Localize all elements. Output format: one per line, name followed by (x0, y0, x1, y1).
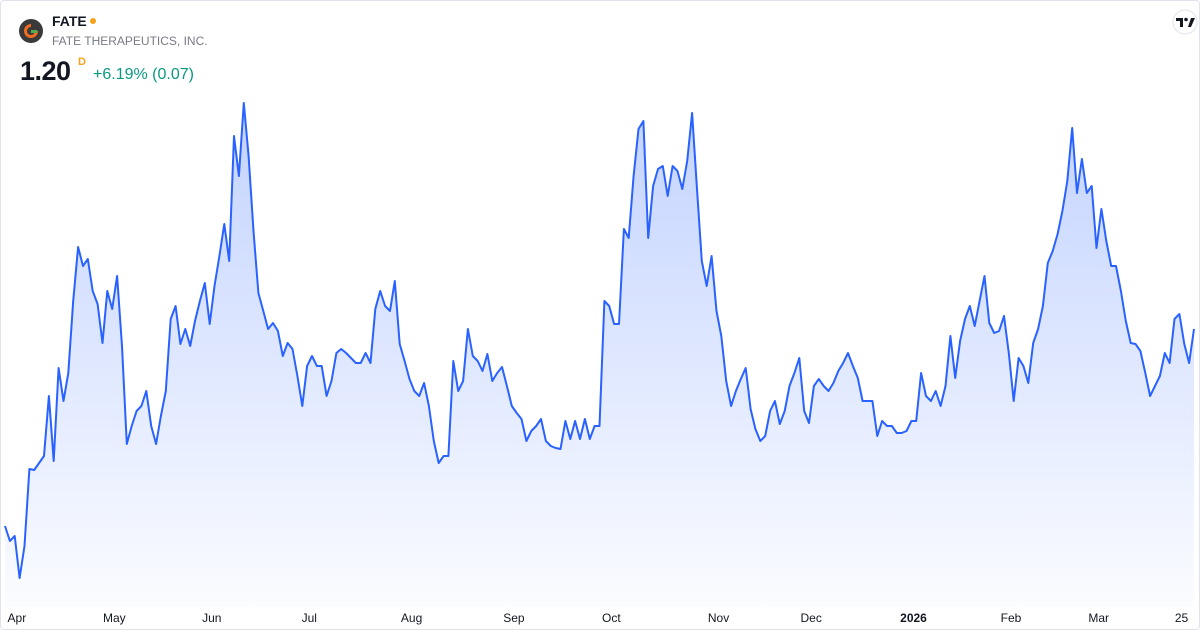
symbol: FATE (52, 13, 87, 29)
x-tick-label: Dec (800, 611, 821, 625)
x-tick-label: Jun (202, 611, 221, 625)
x-tick-label: Sep (503, 611, 525, 625)
x-tick-label: Mar (1088, 611, 1109, 625)
x-tick-label: May (103, 611, 126, 625)
x-tick-label: 2026 (900, 611, 927, 625)
x-tick-label: Apr (8, 611, 27, 625)
price-change: +6.19% (0.07) (93, 66, 194, 83)
market-status-dot (90, 18, 96, 24)
x-tick-label: Feb (1001, 611, 1022, 625)
x-tick-label: 25 (1175, 611, 1189, 625)
area-fill (5, 103, 1194, 607)
company-name: FATE THERAPEUTICS, INC. (52, 34, 208, 48)
x-tick-label: Aug (401, 611, 422, 625)
resolution: D (78, 56, 86, 68)
company-logo (19, 19, 43, 43)
last-price: 1.20 (20, 56, 71, 86)
x-tick-label: Jul (302, 611, 317, 625)
price-line (4, 102, 1195, 579)
tradingview-logo[interactable] (1171, 9, 1200, 35)
x-tick-label: Nov (708, 611, 729, 625)
x-tick-label: Oct (602, 611, 621, 625)
